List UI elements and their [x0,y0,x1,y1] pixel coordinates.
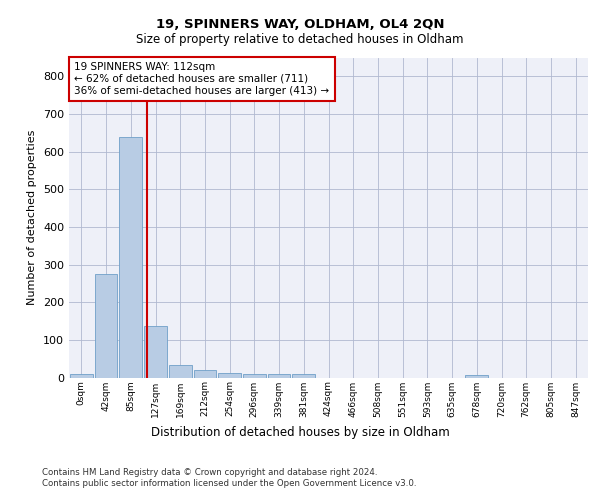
Text: 19 SPINNERS WAY: 112sqm
← 62% of detached houses are smaller (711)
36% of semi-d: 19 SPINNERS WAY: 112sqm ← 62% of detache… [74,62,329,96]
Bar [119,138,142,378]
Bar [169,364,191,378]
Text: Contains HM Land Registry data © Crown copyright and database right 2024.
Contai: Contains HM Land Registry data © Crown c… [42,468,416,487]
Text: 19, SPINNERS WAY, OLDHAM, OL4 2QN: 19, SPINNERS WAY, OLDHAM, OL4 2QN [156,18,444,30]
Bar [268,374,290,378]
Bar [292,374,315,378]
Y-axis label: Number of detached properties: Number of detached properties [28,130,37,305]
Bar [466,375,488,378]
Text: Distribution of detached houses by size in Oldham: Distribution of detached houses by size … [151,426,449,439]
Bar [243,374,266,378]
Bar [194,370,216,378]
Bar [144,326,167,378]
Bar [95,274,118,378]
Bar [218,373,241,378]
Text: Size of property relative to detached houses in Oldham: Size of property relative to detached ho… [136,32,464,46]
Bar [70,374,93,378]
